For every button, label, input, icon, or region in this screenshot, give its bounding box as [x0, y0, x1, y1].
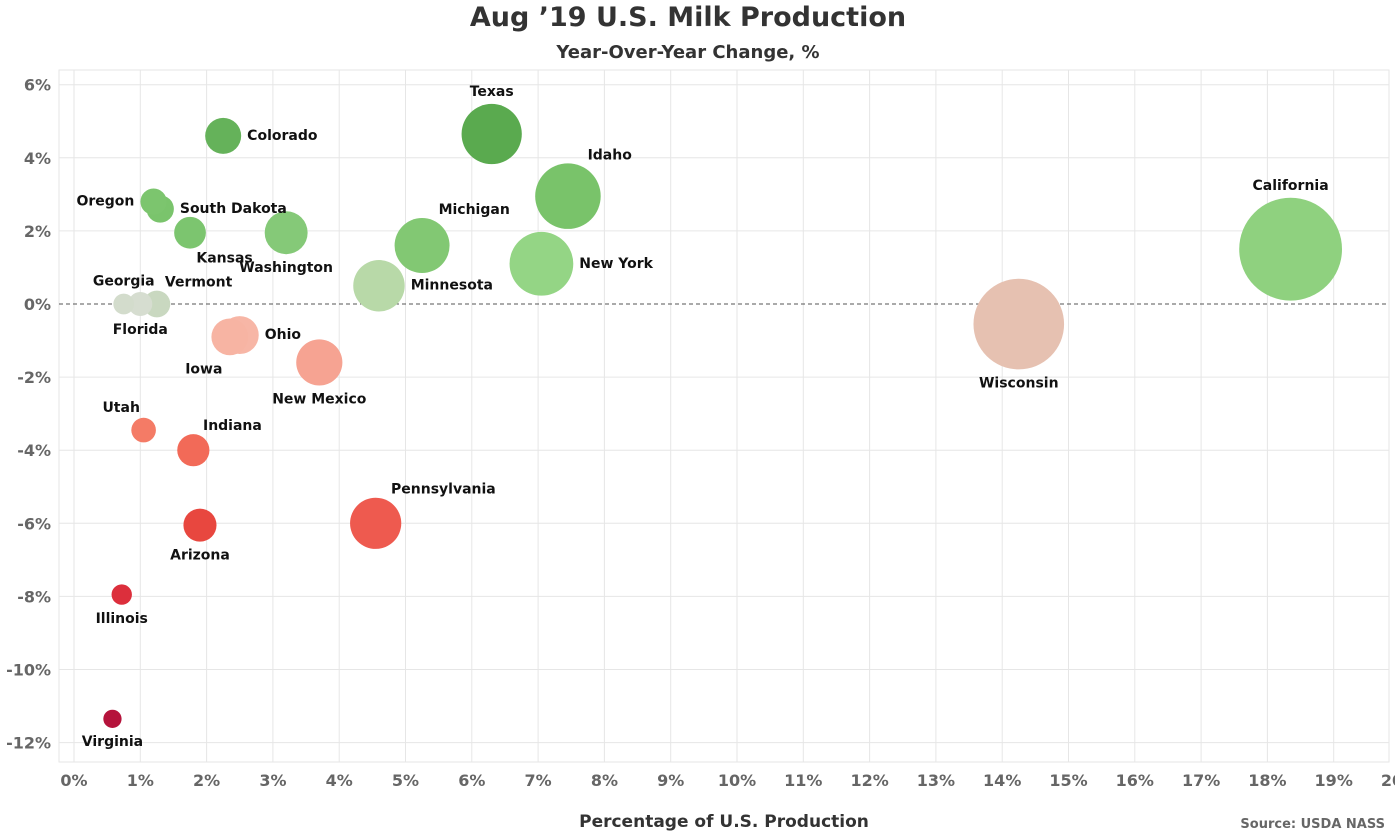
x-tick-label: 8% [591, 771, 618, 790]
label-utah: Utah [102, 400, 139, 416]
x-tick-label: 11% [784, 771, 822, 790]
x-tick-label: 16% [1116, 771, 1154, 790]
label-florida: Florida [113, 322, 168, 338]
label-wisconsin: Wisconsin [979, 375, 1059, 391]
bubble-indiana [177, 434, 210, 467]
label-texas: Texas [470, 84, 514, 100]
x-tick-label: 10% [718, 771, 756, 790]
x-tick-label: 17% [1182, 771, 1220, 790]
bubble-new-mexico [296, 339, 343, 386]
label-new-york: New York [579, 256, 653, 272]
label-south-dakota: South Dakota [180, 201, 287, 217]
bubble-utah [131, 417, 156, 443]
x-tick-label: 19% [1315, 771, 1353, 790]
y-tick-label: -2% [17, 368, 51, 387]
y-tick-label: -4% [17, 441, 51, 460]
y-tick-label: -10% [6, 661, 51, 680]
x-tick-label: 0% [60, 771, 87, 790]
bubble-minnesota [353, 259, 405, 312]
x-tick-label: 1% [127, 771, 154, 790]
bubble-virginia [103, 709, 122, 728]
x-tick-label: 13% [917, 771, 955, 790]
label-washington: Washington [239, 260, 333, 276]
bubble-california [1239, 197, 1343, 301]
point-labels: California Wisconsin Idaho New York Texas Mic… [76, 84, 1328, 750]
x-tick-label: 3% [259, 771, 286, 790]
y-tick-label: 2% [24, 222, 51, 241]
axes: 0% 1% 2% 3% 4% 5% 6% 7% 8% 9% 10% 11% 12% 13% 14% 15% 16… [6, 76, 1395, 790]
x-tick-label: 2% [193, 771, 220, 790]
label-georgia: Georgia [93, 274, 155, 290]
bubble-kansas [174, 216, 206, 249]
bubble-new-york [509, 231, 574, 296]
y-tick-label: 0% [24, 295, 51, 314]
chart-title: Aug ’19 U.S. Milk Production [470, 2, 906, 33]
label-arizona: Arizona [170, 548, 230, 564]
x-tick-label: 18% [1248, 771, 1286, 790]
chart-subtitle: Year-Over-Year Change, % [555, 42, 819, 63]
bubble-iowa [211, 318, 249, 356]
label-colorado: Colorado [247, 128, 318, 144]
bubble-georgia [113, 293, 135, 315]
label-vermont: Vermont [165, 275, 233, 291]
bubble-arizona [183, 508, 217, 542]
bubble-michigan [394, 218, 450, 274]
label-pennsylvania: Pennsylvania [391, 482, 496, 498]
label-oregon: Oregon [76, 194, 134, 210]
x-tick-label: 12% [850, 771, 888, 790]
x-tick-label: 7% [525, 771, 552, 790]
bubble-florida [128, 292, 153, 316]
bubble-washington [264, 211, 308, 255]
y-tick-label: -12% [6, 734, 51, 753]
x-tick-label: 9% [657, 771, 684, 790]
y-tick-label: 4% [24, 149, 51, 168]
grid [58, 69, 1390, 763]
label-new-mexico: New Mexico [272, 392, 367, 408]
x-tick-label: 6% [458, 771, 485, 790]
label-michigan: Michigan [439, 202, 510, 218]
bubble-idaho [535, 163, 601, 229]
bubble-pennsylvania [350, 497, 402, 549]
bubble-wisconsin [973, 278, 1065, 370]
source-note: Source: USDA NASS [1240, 817, 1385, 832]
bubble-illinois [111, 584, 132, 605]
x-axis-title: Percentage of U.S. Production [579, 812, 869, 832]
x-tick-label: 4% [326, 771, 353, 790]
x-tick-label: 20% [1381, 771, 1395, 790]
plot-area-frame [58, 69, 1390, 763]
label-indiana: Indiana [203, 418, 262, 434]
y-tick-label: -8% [17, 587, 51, 606]
label-idaho: Idaho [588, 147, 633, 163]
label-california: California [1253, 178, 1329, 194]
label-illinois: Illinois [96, 611, 148, 627]
label-ohio: Ohio [265, 327, 302, 343]
label-iowa: Iowa [185, 361, 222, 377]
data-points [103, 103, 1343, 728]
y-tick-label: 6% [24, 76, 51, 95]
label-virginia: Virginia [82, 734, 143, 750]
y-tick-label: -6% [17, 514, 51, 533]
x-tick-label: 15% [1049, 771, 1087, 790]
bubble-colorado [205, 117, 242, 154]
bubble-oregon [140, 188, 167, 215]
x-tick-label: 5% [392, 771, 419, 790]
bubble-texas [461, 103, 522, 165]
label-minnesota: Minnesota [411, 278, 493, 294]
x-tick-label: 14% [983, 771, 1021, 790]
label-kansas: Kansas [196, 251, 252, 267]
